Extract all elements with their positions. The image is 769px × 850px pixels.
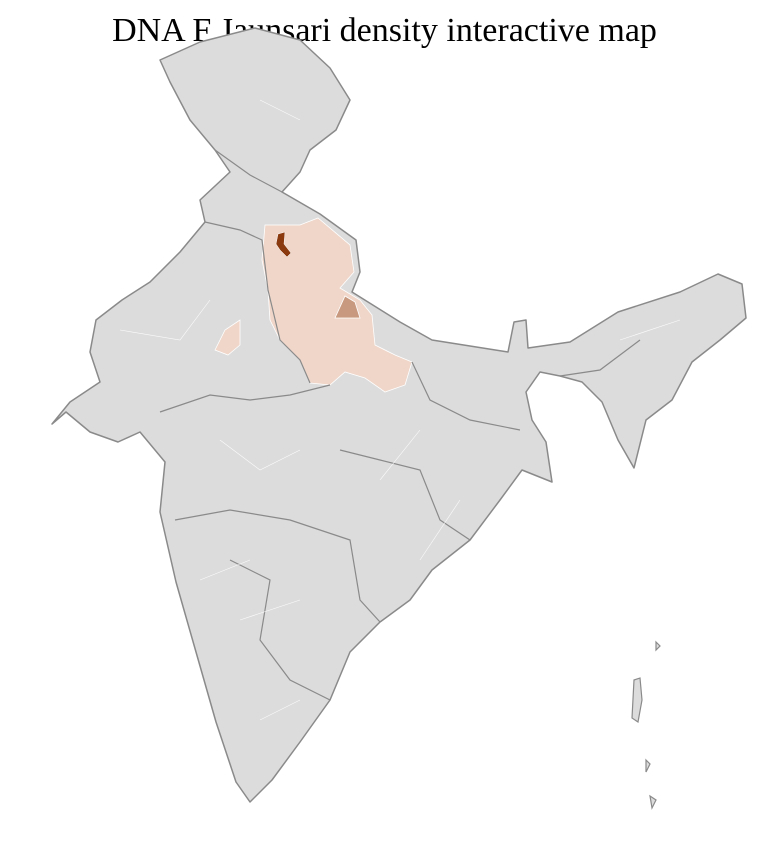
andaman-nicobar-islands[interactable] [631,640,661,810]
india-outline[interactable] [51,27,747,803]
region-density-low[interactable] [261,217,413,393]
region-density-high[interactable] [275,231,292,258]
density-regions [214,217,413,393]
region-density-medium[interactable] [334,295,361,319]
region-density-low[interactable] [214,319,241,356]
district-borders [119,99,681,721]
state-borders [159,149,641,701]
